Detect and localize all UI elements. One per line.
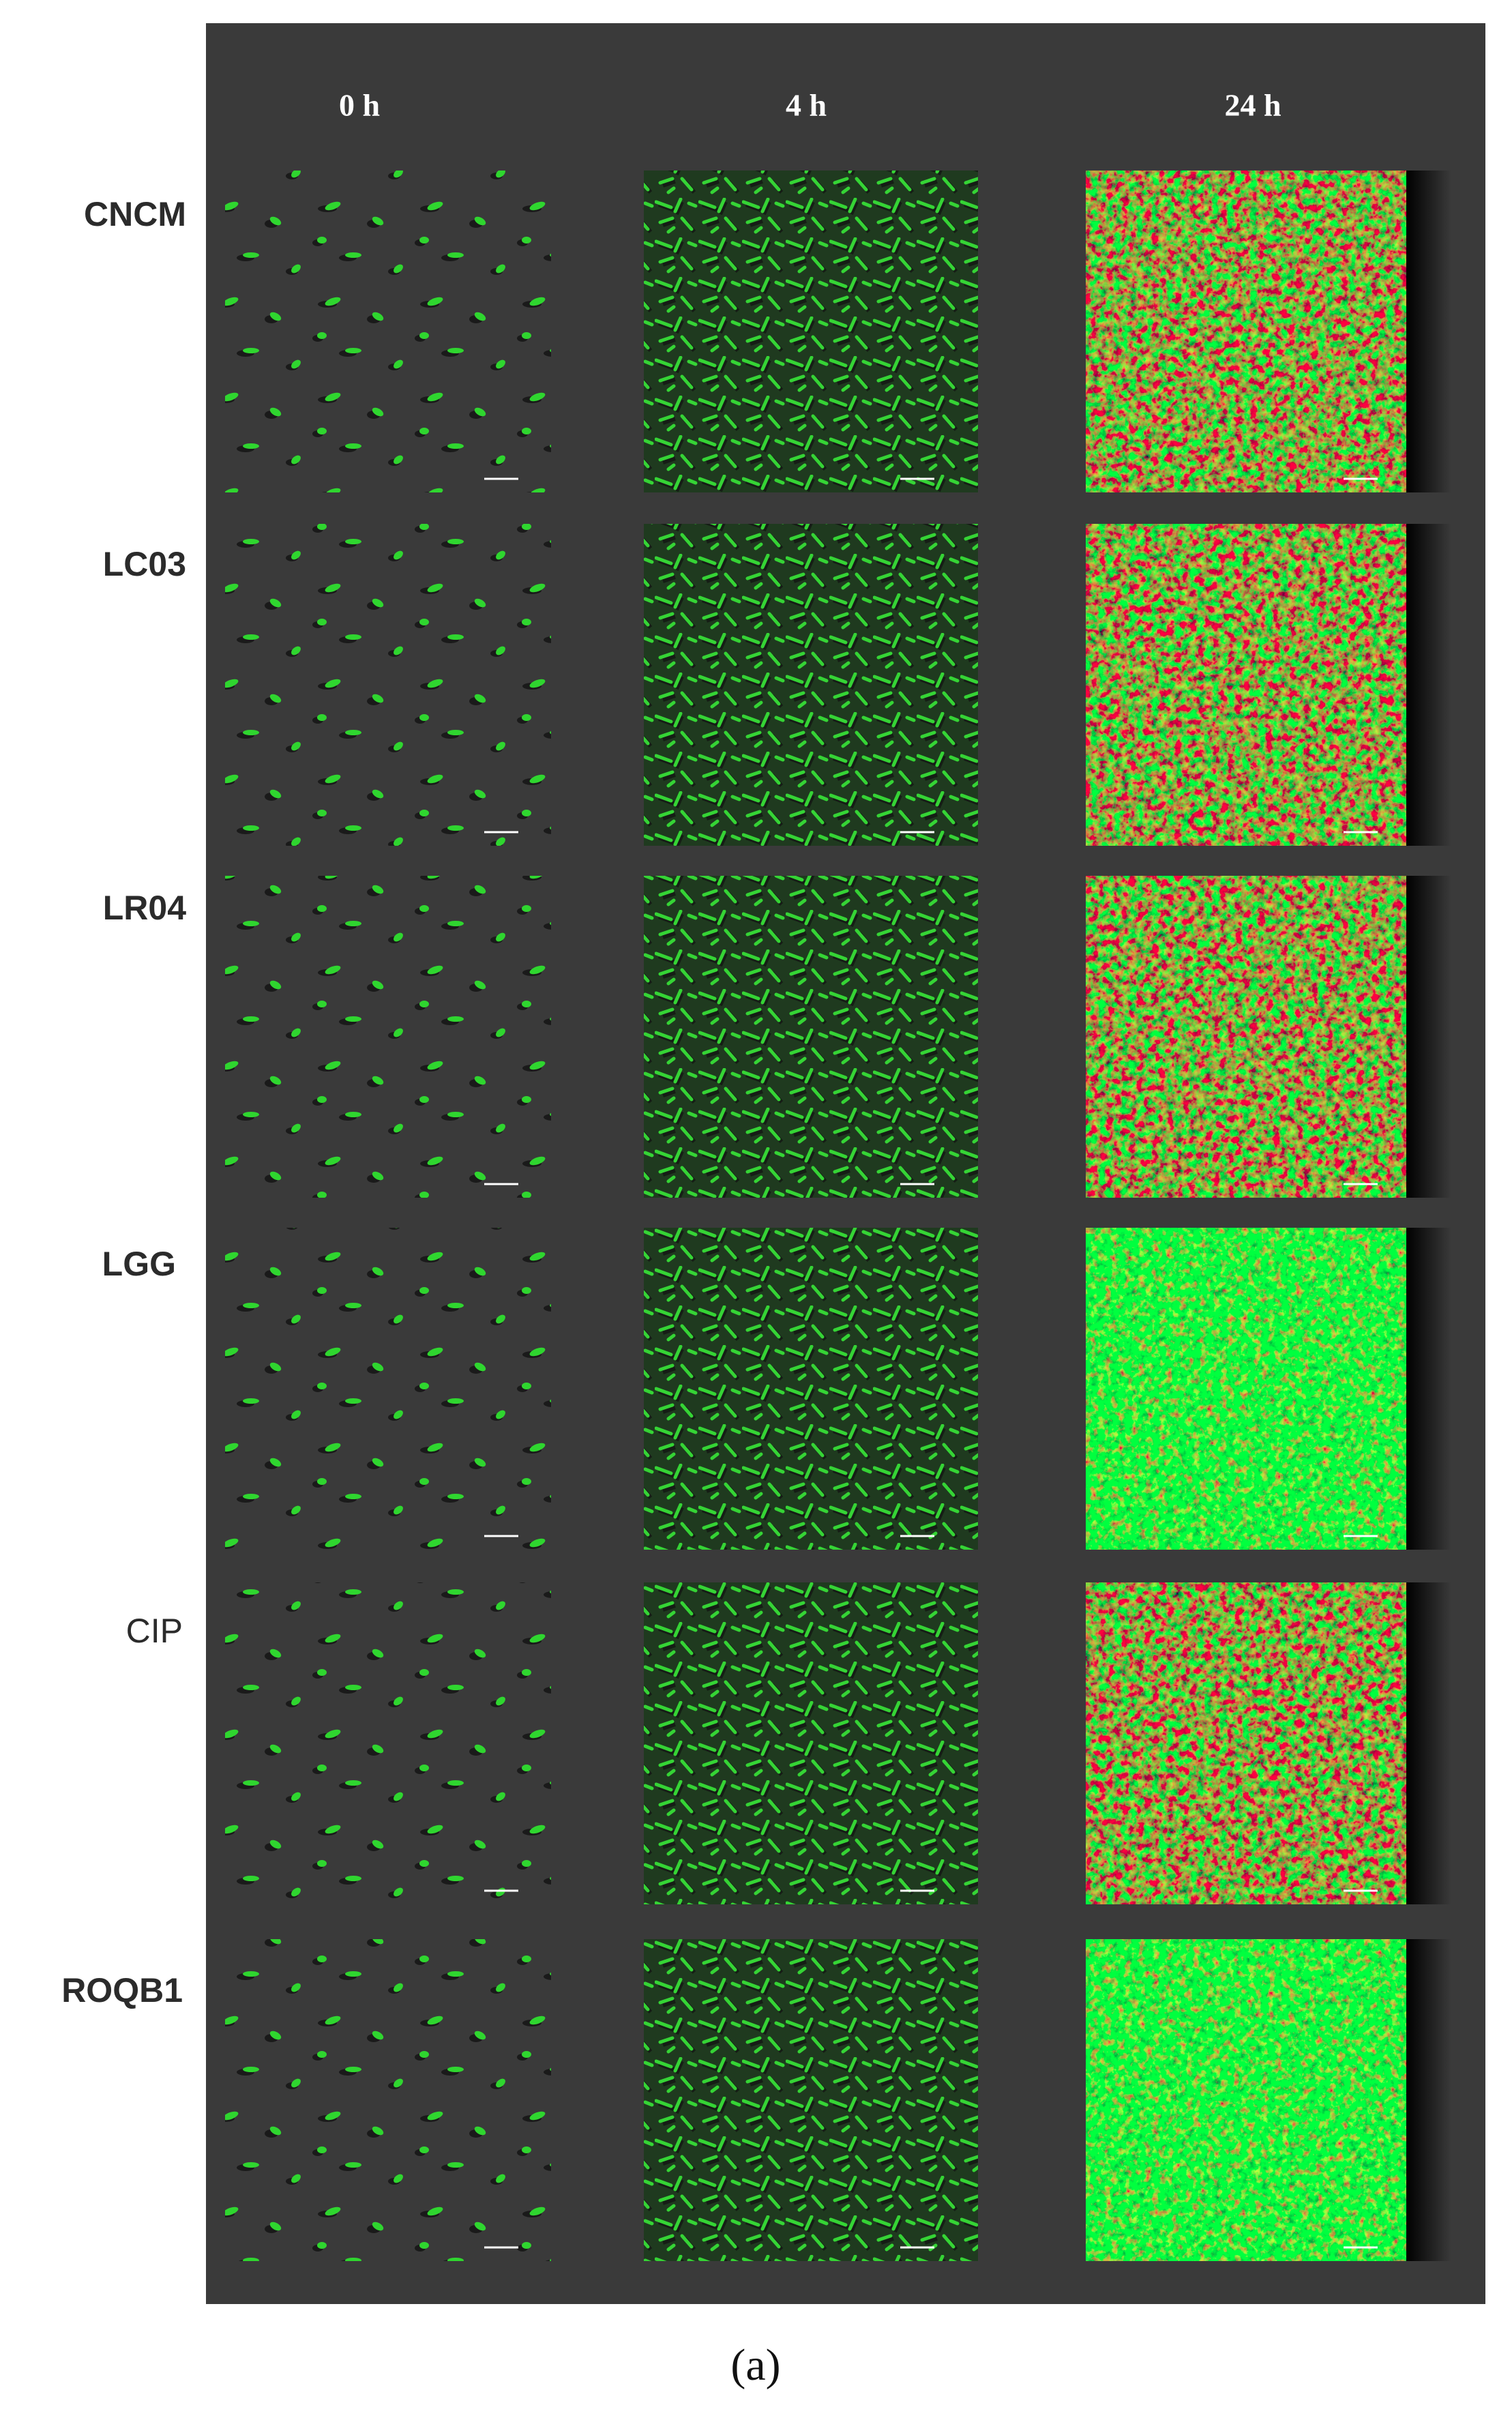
row-label: ROQB1 bbox=[61, 1971, 183, 2009]
micrograph-0h bbox=[225, 1228, 551, 1550]
micrograph-24h bbox=[1086, 171, 1406, 492]
tile-shadow bbox=[1406, 876, 1451, 1198]
micrograph-4h bbox=[644, 1582, 978, 1904]
micrograph-24h bbox=[1086, 876, 1406, 1198]
micrograph-0h bbox=[225, 1939, 551, 2261]
micrograph-0h bbox=[225, 876, 551, 1198]
micrograph-grid bbox=[225, 171, 1451, 2261]
micrograph-4h bbox=[644, 171, 978, 492]
column-header: 4 h bbox=[786, 88, 827, 123]
caption: (a) bbox=[730, 2340, 780, 2390]
tile-shadow bbox=[1406, 171, 1451, 492]
column-header: 0 h bbox=[339, 88, 380, 123]
row-label: CIP bbox=[126, 1612, 183, 1650]
micrograph-24h bbox=[1086, 524, 1406, 846]
tile-shadow bbox=[1406, 1228, 1451, 1550]
micrograph-24h bbox=[1086, 1582, 1406, 1904]
tile-shadow bbox=[1406, 1582, 1451, 1904]
tile-shadow bbox=[1406, 524, 1451, 846]
micrograph-24h bbox=[1086, 1939, 1406, 2261]
row-label: LGG bbox=[102, 1245, 176, 1283]
micrograph-0h bbox=[225, 171, 551, 492]
micrograph-0h bbox=[225, 1582, 551, 1904]
tile-shadow bbox=[1406, 1939, 1451, 2261]
micrograph-4h bbox=[644, 1939, 978, 2261]
micrograph-0h bbox=[225, 524, 551, 846]
row-label: CNCM bbox=[84, 195, 186, 233]
column-header: 24 h bbox=[1224, 88, 1281, 123]
micrograph-24h bbox=[1086, 1228, 1406, 1550]
micrograph-4h bbox=[644, 876, 978, 1198]
row-label: LC03 bbox=[103, 545, 186, 583]
micrograph-4h bbox=[644, 524, 978, 846]
row-label: LR04 bbox=[103, 889, 186, 927]
micrograph-4h bbox=[644, 1228, 978, 1550]
